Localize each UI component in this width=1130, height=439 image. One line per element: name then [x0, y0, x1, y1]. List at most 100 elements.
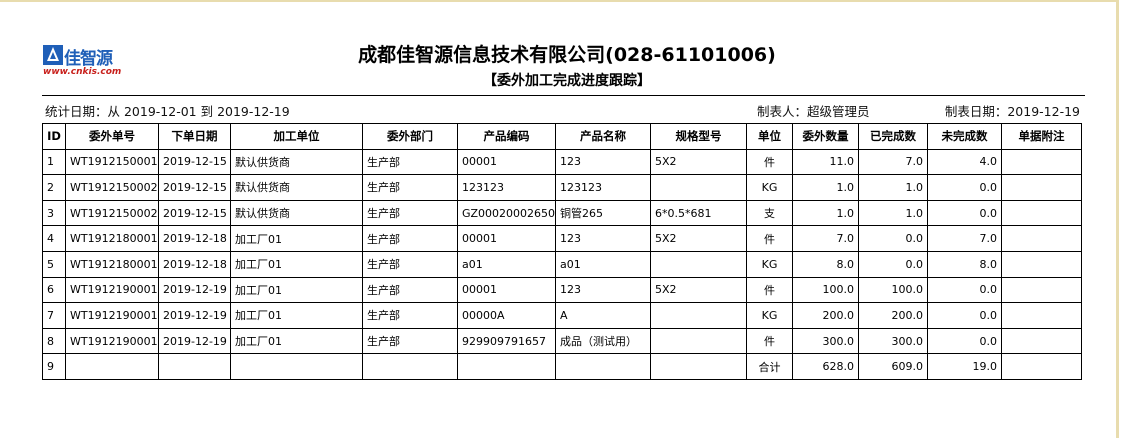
period: 统计日期：从 2019-12-01 到 2019-12-19: [45, 104, 290, 119]
table-cell: [1001, 276, 1082, 304]
column-header: 单据附注: [1001, 123, 1082, 150]
table-cell: [1001, 225, 1082, 252]
table-cell: 生产部: [362, 302, 458, 329]
maker: 制表人：超级管理员: [757, 104, 870, 119]
table-row: 6 WT1912190001 2019-12-19 加工厂01 生产部 00001 123 5…: [42, 276, 1082, 304]
table-cell: WT1912150001: [65, 148, 159, 176]
table-cell: [362, 353, 458, 380]
table-cell: 2019-12-19: [158, 327, 231, 355]
table-cell: [457, 353, 556, 380]
table-cell: 铜管265: [555, 199, 651, 227]
table-row: 2 WT1912150002 2019-12-15 默认供货商 生产部 123123 123…: [42, 174, 1082, 201]
table-cell: 生产部: [362, 148, 458, 176]
table-cell: 100.0: [792, 276, 859, 304]
table-cell: [650, 327, 747, 355]
table-cell: 4.0: [927, 148, 1002, 176]
table-cell: 生产部: [362, 174, 458, 201]
table-row: 5 WT1912180001 2019-12-18 加工厂01 生产部 a01 a01 KG 8…: [42, 250, 1082, 278]
table-cell: 生产部: [362, 250, 458, 278]
table-cell: 2019-12-15: [158, 199, 231, 227]
table-cell: 生产部: [362, 327, 458, 355]
table-cell: 123: [555, 148, 651, 176]
table-cell: [1001, 302, 1082, 329]
column-header: ID: [42, 123, 66, 150]
table-cell: 2019-12-19: [158, 276, 231, 304]
table-cell: [1001, 327, 1082, 355]
table-cell: 6*0.5*681: [650, 199, 747, 227]
logo-url: www.cnkis.com: [43, 67, 122, 77]
table-cell: KG: [746, 302, 793, 329]
table-cell: 11.0: [792, 148, 859, 176]
table-cell: 支: [746, 199, 793, 227]
table-cell: WT1912180001: [65, 250, 159, 278]
table-cell: 0.0: [927, 199, 1002, 227]
table-body: 1 WT1912150001 2019-12-15 默认供货商 生产部 00001 123 5…: [42, 148, 1082, 380]
table-cell: KG: [746, 174, 793, 201]
table-cell: 2019-12-15: [158, 148, 231, 176]
table-cell: [230, 353, 363, 380]
table-cell: 件: [746, 148, 793, 176]
table-cell: GZ000200026501: [457, 199, 556, 227]
table-cell: 3: [42, 199, 66, 227]
table-cell: 123123: [457, 174, 556, 201]
table-cell: 生产部: [362, 276, 458, 304]
table-cell: 件: [746, 327, 793, 355]
table-cell: 7: [42, 302, 66, 329]
table-cell: 609.0: [858, 353, 928, 380]
table-cell: KG: [746, 250, 793, 278]
column-header: 委外单号: [65, 123, 159, 150]
table-cell: [1001, 148, 1082, 176]
report-title: 成都佳智源信息技术有限公司(028-61101006): [358, 44, 776, 66]
table-cell: 1.0: [858, 199, 928, 227]
table-row: 1 WT1912150001 2019-12-15 默认供货商 生产部 00001 123 5…: [42, 148, 1082, 176]
logo-name: 佳智源: [64, 49, 113, 69]
table-cell: 8.0: [792, 250, 859, 278]
table-cell: WT1912190001: [65, 327, 159, 355]
table-cell: 5: [42, 250, 66, 278]
column-header: 委外部门: [362, 123, 458, 150]
table-cell: 123: [555, 276, 651, 304]
table-cell: 628.0: [792, 353, 859, 380]
table-cell: 0.0: [858, 250, 928, 278]
table-cell: 123: [555, 225, 651, 252]
table-cell: 00000A: [457, 302, 556, 329]
table-cell: 19.0: [927, 353, 1002, 380]
table-cell: [650, 250, 747, 278]
logo-icon: [43, 45, 63, 65]
table-cell: WT1912190001: [65, 302, 159, 329]
table-cell: 2: [42, 174, 66, 201]
table-cell: 7.0: [792, 225, 859, 252]
column-header: 委外数量: [792, 123, 859, 150]
table-cell: 1.0: [792, 199, 859, 227]
table-cell: 6: [42, 276, 66, 304]
table-cell: [650, 302, 747, 329]
table-cell: 300.0: [792, 327, 859, 355]
table-row: 8 WT1912190001 2019-12-19 加工厂01 生产部 929909791…: [42, 327, 1082, 355]
table-cell: 300.0: [858, 327, 928, 355]
table-cell: 200.0: [858, 302, 928, 329]
table-cell: 合计: [746, 353, 793, 380]
table-cell: 00001: [457, 276, 556, 304]
report-date: 制表日期：2019-12-19: [944, 104, 1080, 119]
table-cell: 2019-12-18: [158, 250, 231, 278]
table-cell: [1001, 353, 1082, 380]
table-cell: [1001, 199, 1082, 227]
table-cell: 1.0: [858, 174, 928, 201]
table-cell: 5X2: [650, 276, 747, 304]
column-header: 下单日期: [158, 123, 231, 150]
table-cell: 加工厂01: [230, 225, 363, 252]
table-cell: 2019-12-15: [158, 174, 231, 201]
divider: [42, 95, 1085, 96]
table-cell: 123123: [555, 174, 651, 201]
table-cell: 0.0: [927, 327, 1002, 355]
table-cell: 5X2: [650, 225, 747, 252]
table-cell: [555, 353, 651, 380]
table-cell: 00001: [457, 148, 556, 176]
table-cell: 件: [746, 276, 793, 304]
report-table: ID 委外单号 下单日期 加工单位 委外部门 产品编码 产品名称 规格型号 单位 委外数量 已完成数…: [42, 123, 1082, 380]
column-header: 产品编码: [457, 123, 556, 150]
table-cell: 0.0: [927, 302, 1002, 329]
table-cell: WT1912150002: [65, 199, 159, 227]
